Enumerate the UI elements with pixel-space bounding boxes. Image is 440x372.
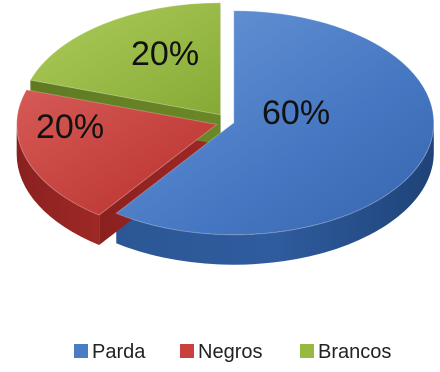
- legend-swatch-brancos: [300, 344, 314, 358]
- legend-item-brancos: Brancos: [300, 341, 391, 363]
- slice-brancos: [29, 2, 222, 116]
- slice-side-negros: [16, 124, 100, 246]
- data-label-negros: 20%: [36, 108, 104, 146]
- legend-label-brancos: Brancos: [318, 341, 391, 363]
- legend-item-parda: Parda: [74, 341, 146, 363]
- legend-label-negros: Negros: [198, 341, 262, 363]
- legend-item-negros: Negros: [180, 341, 262, 363]
- slice-negros: [16, 89, 218, 216]
- slice-parda: [115, 10, 435, 236]
- slice-side-parda: [116, 122, 434, 265]
- data-label-parda: 60%: [262, 94, 330, 132]
- legend: Parda Negros Brancos: [74, 341, 391, 363]
- legend-swatch-negros: [180, 344, 194, 358]
- legend-label-parda: Parda: [92, 341, 146, 363]
- data-label-brancos: 20%: [131, 35, 199, 73]
- legend-swatch-parda: [74, 344, 88, 358]
